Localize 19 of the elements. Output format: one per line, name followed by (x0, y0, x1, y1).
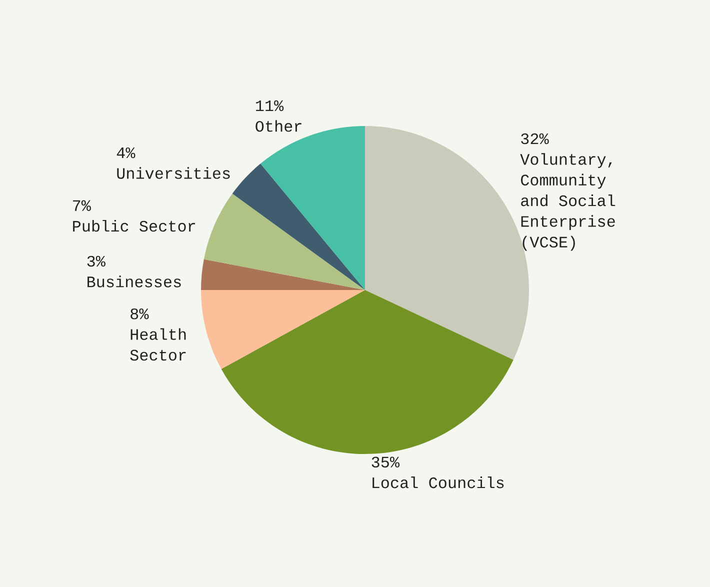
pie-slice (221, 290, 514, 454)
pie-slice (201, 259, 365, 290)
data-label: 8% (130, 308, 149, 320)
pie-slice (201, 290, 365, 370)
slice-label: Local Councils (372, 476, 504, 488)
pie-slice (204, 194, 365, 290)
data-label: 7% (73, 200, 91, 211)
data-label: 4% (116, 147, 136, 158)
data-label: 3% (87, 256, 106, 267)
slice-label: Health Sector (130, 328, 186, 361)
slice-label: Businesses (88, 276, 181, 288)
data-label: 35% (372, 456, 400, 468)
slice-label: Public Sector (73, 220, 195, 232)
slice-label: Other (256, 120, 302, 132)
data-label: 32% (521, 133, 549, 144)
pie-slice (232, 164, 365, 290)
data-label: 11% (256, 100, 284, 112)
slice-label: Voluntary, Community and Social Enterprise (VCSE) (520, 153, 616, 251)
slice-label: Universities (117, 167, 230, 179)
